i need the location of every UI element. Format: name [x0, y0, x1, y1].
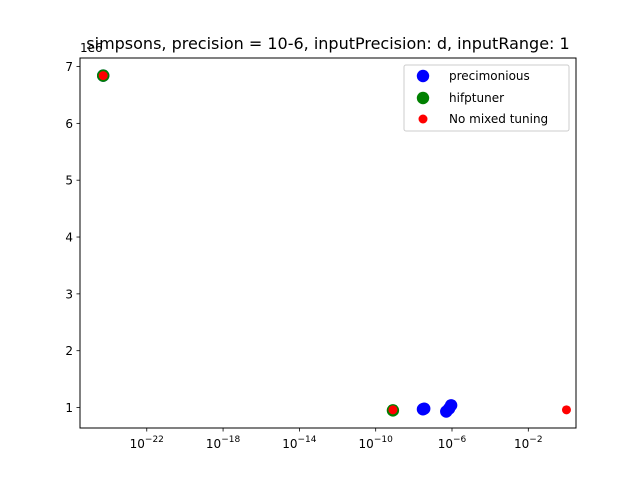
legend: precimonious hifptuner No mixed tuning — [403, 64, 570, 132]
y-offset-label: 1e6 — [80, 41, 103, 55]
legend-marker-no-mixed-tuning — [418, 114, 428, 124]
y-tick-label: 7 — [65, 60, 73, 74]
x-tick-label: 10−10 — [359, 435, 394, 451]
y-tick-label: 1 — [65, 401, 73, 415]
x-tick-label: 10−2 — [514, 435, 543, 451]
legend-label-hifptuner: hifptuner — [449, 91, 504, 105]
legend-label-no-mixed-tuning: No mixed tuning — [449, 112, 548, 126]
x-tick-label: 10−14 — [282, 435, 317, 451]
y-tick-label: 4 — [65, 231, 73, 245]
x-axis: 10−22 10−18 10−14 10−10 10−6 10−2 — [130, 428, 543, 451]
point-no-mixed-tuning — [98, 71, 108, 81]
legend-marker-precimonious — [416, 69, 430, 83]
chart-title: simpsons, precision = 10-6, inputPrecisi… — [86, 34, 569, 53]
y-tick-label: 2 — [65, 344, 73, 358]
plot-frame — [79, 57, 577, 429]
x-tick-label: 10−6 — [438, 435, 467, 451]
y-tick-label: 5 — [65, 174, 73, 188]
point-precimonious — [418, 402, 431, 415]
y-tick-label: 3 — [65, 287, 73, 301]
point-no-mixed-tuning — [388, 405, 398, 415]
legend-label-precimonious: precimonious — [449, 69, 530, 83]
y-tick-label: 6 — [65, 117, 73, 131]
x-tick-label: 10−22 — [130, 435, 164, 451]
x-tick-label: 10−18 — [206, 435, 241, 451]
legend-marker-hifptuner — [416, 91, 430, 105]
point-precimonious — [444, 399, 458, 412]
point-no-mixed-tuning — [561, 405, 571, 415]
legend-box — [403, 64, 570, 132]
y-axis: 1 2 3 4 5 6 7 — [65, 60, 80, 415]
data-points — [96, 69, 571, 418]
